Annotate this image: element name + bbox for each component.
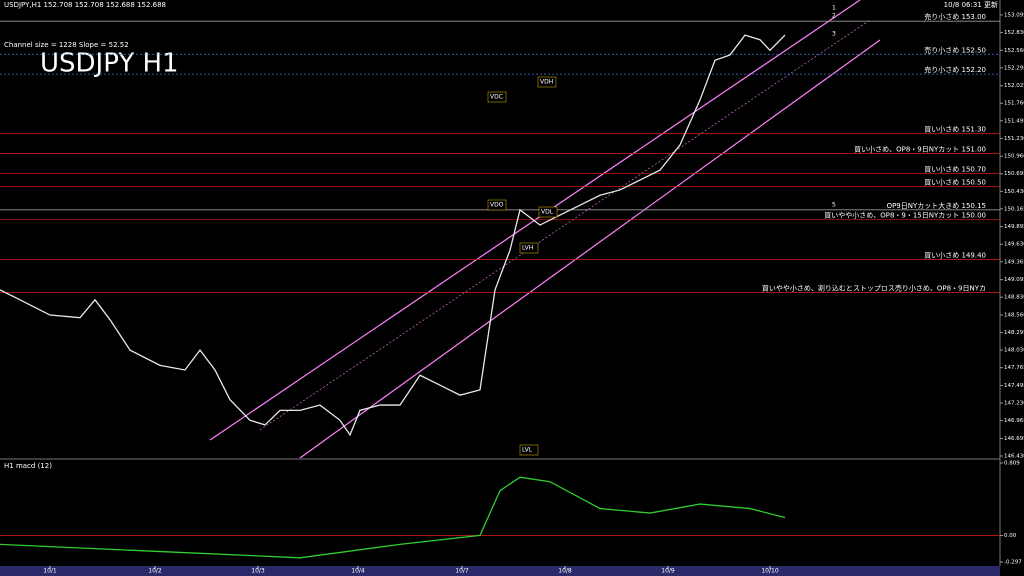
tag-label: LVH — [522, 245, 533, 252]
tag-label: VDL — [541, 209, 554, 216]
y-tick-label: 147.495 — [1004, 383, 1024, 389]
tag-label: 1 — [832, 5, 836, 12]
y-tick-label: 150.165 — [1004, 206, 1024, 212]
x-tick-label: 10/9 — [661, 568, 675, 575]
channel-mid-line — [259, 19, 871, 431]
y-tick-label: 150.695 — [1004, 171, 1024, 177]
y-tick-label: 153.095 — [1004, 12, 1024, 18]
y-tick-label: 152.560 — [1004, 48, 1024, 54]
tag-box — [487, 199, 507, 211]
tag-box — [519, 444, 539, 456]
x-tick-label: 10/1 — [43, 568, 57, 575]
y-tick-label: 147.765 — [1004, 365, 1024, 371]
y-tick-label: 148.560 — [1004, 313, 1024, 319]
level-label: 売り小さめ 152.50 — [924, 45, 986, 54]
macd-title: H1 macd (12) — [4, 462, 52, 470]
level-label: OP9日NYカット大きめ 150.15 — [887, 201, 986, 210]
y-tick-label: 148.830 — [1004, 295, 1024, 301]
y-tick-label: 0.809 — [1004, 461, 1020, 467]
y-tick-label: 148.030 — [1004, 348, 1024, 354]
y-tick-label: 147.230 — [1004, 401, 1024, 407]
x-tick-label: 10/4 — [351, 568, 365, 575]
x-tick-label: 10/10 — [761, 568, 778, 575]
tag-box — [487, 91, 507, 103]
level-label: 買い小さめ 150.50 — [924, 178, 986, 187]
tag-box — [519, 242, 539, 254]
y-tick-label: 149.095 — [1004, 277, 1024, 283]
tag-label: VDC — [490, 94, 503, 101]
y-tick-label: 150.960 — [1004, 154, 1024, 160]
level-label: 売り小さめ 152.20 — [924, 65, 986, 74]
channel-line — [299, 39, 881, 459]
tag-box — [537, 76, 557, 88]
level-label: 買いやや小さめ、OP8・9・15日NYカット 150.00 — [824, 211, 986, 220]
y-tick-label: 146.430 — [1004, 454, 1024, 460]
tag-label: LVL — [522, 447, 533, 454]
level-label: 売り小さめ 153.00 — [924, 12, 986, 21]
tag-label: 2 — [832, 13, 836, 20]
y-tick-label: -0.297 — [1004, 560, 1022, 566]
x-tick-label: 10/8 — [558, 568, 572, 575]
chart-title: USDJPY H1 — [40, 49, 179, 79]
level-label: 買い小さめ、OP8・9日NYカット 151.00 — [854, 145, 986, 154]
date-strip — [0, 566, 1000, 576]
tag-label: 5 — [832, 202, 836, 209]
y-tick-label: 148.295 — [1004, 330, 1024, 336]
price-line — [0, 476, 786, 559]
y-tick-label: 146.695 — [1004, 436, 1024, 442]
y-tick-label: 149.895 — [1004, 224, 1024, 230]
tag-box — [538, 206, 558, 218]
subtitle: Channel size = 1228 Slope = 52.52 — [4, 41, 129, 49]
x-tick-label: 10/7 — [455, 568, 469, 575]
tag-label: 3 — [832, 31, 836, 38]
level-label: 買い小さめ 149.40 — [924, 250, 986, 259]
y-tick-label: 152.295 — [1004, 65, 1024, 71]
y-tick-label: 151.760 — [1004, 101, 1024, 107]
y-tick-label: 149.630 — [1004, 242, 1024, 248]
y-tick-label: 0.00 — [1004, 533, 1017, 539]
y-tick-label: 150.430 — [1004, 189, 1024, 195]
y-tick-label: 146.965 — [1004, 418, 1024, 424]
y-tick-label: 152.830 — [1004, 30, 1024, 36]
header: USDJPY,H1 152.708 152.708 152.688 152.68… — [4, 1, 166, 9]
y-tick-label: 151.230 — [1004, 136, 1024, 142]
tag-label: VDO — [490, 202, 504, 209]
level-label: 買い小さめ 151.30 — [924, 125, 986, 134]
x-tick-label: 10/2 — [148, 568, 162, 575]
tag-label: VDH — [540, 79, 553, 86]
y-tick-label: 149.365 — [1004, 259, 1024, 265]
level-label: 買い小さめ 150.70 — [924, 164, 986, 173]
level-label: 買いやや小さめ、割り込むとストップロス売り小さめ、OP8・9日NYカ — [762, 284, 986, 293]
y-tick-label: 152.025 — [1004, 83, 1024, 89]
x-tick-label: 10/3 — [251, 568, 265, 575]
updated: 10/8 06:31 更新 — [944, 0, 998, 9]
price-line — [0, 34, 786, 437]
y-tick-label: 151.495 — [1004, 118, 1024, 124]
